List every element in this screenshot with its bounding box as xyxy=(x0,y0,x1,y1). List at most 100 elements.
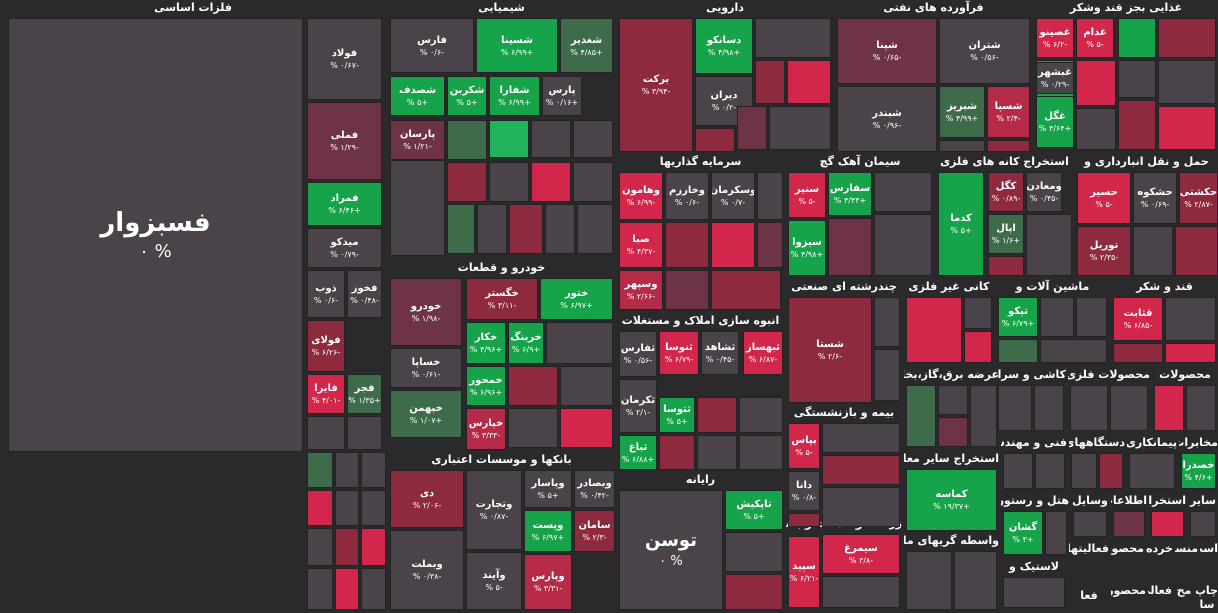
stock-tile[interactable]: خبهمن +۱/۰۷ % xyxy=(390,390,462,438)
stock-tile-unlabeled[interactable] xyxy=(874,349,900,401)
stock-tile-unlabeled[interactable] xyxy=(1070,385,1108,431)
stock-tile[interactable]: خصدرا +۴/۶ % xyxy=(1181,453,1216,489)
stock-tile[interactable]: ثنوسا -۶/۷۹ % xyxy=(659,331,699,375)
sector-title[interactable]: سایر xyxy=(1190,494,1216,507)
sector-title[interactable]: خرده xyxy=(1146,542,1173,555)
stock-tile-unlabeled[interactable] xyxy=(988,256,1024,276)
stock-tile-unlabeled[interactable] xyxy=(1165,343,1216,363)
stock-tile-unlabeled[interactable] xyxy=(361,490,386,526)
stock-tile-unlabeled[interactable] xyxy=(390,160,445,256)
stock-tile-unlabeled[interactable] xyxy=(1003,577,1065,608)
sector-title[interactable]: دستگاههای xyxy=(1069,436,1125,449)
stock-tile-unlabeled[interactable] xyxy=(938,417,968,447)
sector-title[interactable]: سا xyxy=(1199,598,1215,611)
stock-tile[interactable]: فارس -۰/۶ % xyxy=(390,18,474,73)
sector-title[interactable]: فعالیتها xyxy=(1069,542,1109,555)
stock-tile-unlabeled[interactable] xyxy=(739,435,783,470)
stock-tile[interactable]: وبملت -۰/۳۸ % xyxy=(390,530,464,610)
stock-tile-unlabeled[interactable] xyxy=(906,385,936,447)
stock-tile-unlabeled[interactable] xyxy=(1003,453,1033,489)
stock-tile[interactable]: شغدیر +۴/۸۵ % xyxy=(560,18,613,73)
sector-title[interactable]: فرآورده های نفتی xyxy=(883,1,984,14)
stock-tile-unlabeled[interactable] xyxy=(1071,453,1097,489)
sector-title[interactable]: استخراج سایر معادن xyxy=(904,452,999,465)
stock-tile[interactable]: کدما +۵ % xyxy=(938,172,984,276)
stock-tile-unlabeled[interactable] xyxy=(335,490,359,526)
stock-tile[interactable]: تاپکیش +۵ % xyxy=(725,490,783,530)
stock-tile[interactable]: سفارس +۴/۴۳ % xyxy=(828,172,872,216)
stock-tile-unlabeled[interactable] xyxy=(1076,297,1107,337)
stock-tile-unlabeled[interactable] xyxy=(822,455,900,485)
stock-tile-unlabeled[interactable] xyxy=(739,397,783,433)
stock-tile-unlabeled[interactable] xyxy=(954,551,997,610)
stock-tile[interactable]: فمراد +۶/۴۶ % xyxy=(307,182,382,226)
stock-tile-unlabeled[interactable] xyxy=(1045,511,1067,555)
stock-tile[interactable]: شسپا -۲/۴ % xyxy=(987,86,1030,138)
stock-tile-unlabeled[interactable] xyxy=(665,270,709,310)
stock-tile-unlabeled[interactable] xyxy=(546,322,613,364)
stock-tile-unlabeled[interactable] xyxy=(1165,297,1216,341)
stock-tile-unlabeled[interactable] xyxy=(531,120,571,158)
stock-tile-unlabeled[interactable] xyxy=(695,128,735,152)
stock-tile-unlabeled[interactable] xyxy=(725,532,783,572)
stock-tile-unlabeled[interactable] xyxy=(1034,385,1064,431)
stock-tile-unlabeled[interactable] xyxy=(361,452,386,488)
stock-tile[interactable]: ثشاهد -۰/۴۵ % xyxy=(701,331,739,375)
stock-tile[interactable]: دسانکو +۴/۹۸ % xyxy=(695,18,753,74)
stock-tile[interactable]: ذوب -۰/۶ % xyxy=(307,270,345,318)
stock-tile-unlabeled[interactable] xyxy=(939,140,985,152)
sector-title[interactable]: عرضه برق،گاز،بخار و xyxy=(904,368,999,381)
sector-title[interactable]: اطلاعات xyxy=(1111,494,1147,507)
stock-tile[interactable]: کگل -۰/۸۹ % xyxy=(988,172,1024,212)
sector-title[interactable]: انبوه سازی املاک و مستغلات xyxy=(621,314,780,327)
stock-tile-unlabeled[interactable] xyxy=(964,297,992,329)
sector-title[interactable]: چندرشته ای صنعتی xyxy=(791,280,897,293)
sector-title[interactable]: محصور xyxy=(1111,584,1146,597)
stock-tile[interactable]: وپست +۶/۹۷ % xyxy=(524,510,572,552)
stock-tile[interactable]: خکار +۴/۹۶ % xyxy=(466,322,506,364)
stock-tile-unlabeled[interactable] xyxy=(1026,214,1072,276)
sector-title[interactable]: فنی و مهندسی xyxy=(1001,436,1067,449)
stock-tile-unlabeled[interactable] xyxy=(335,452,359,488)
stock-tile-unlabeled[interactable] xyxy=(725,574,783,610)
stock-tile-unlabeled[interactable] xyxy=(964,331,992,363)
stock-tile-unlabeled[interactable] xyxy=(697,435,737,470)
stock-tile-unlabeled[interactable] xyxy=(361,568,386,610)
stock-tile[interactable]: شفارا +۶/۹۹ % xyxy=(489,76,540,116)
sector-title[interactable]: است xyxy=(1200,542,1218,555)
sector-title[interactable]: فلزات اساسی xyxy=(154,1,232,14)
stock-tile[interactable]: صبا -۴/۳۷ % xyxy=(619,222,663,268)
sector-title[interactable]: لاستیک و xyxy=(1009,560,1059,573)
stock-tile[interactable]: شصدف +۵ % xyxy=(390,76,445,116)
sector-title[interactable]: ماشین آلات و xyxy=(1015,280,1090,293)
stock-tile[interactable]: شتران -۰/۵۶ % xyxy=(939,18,1030,84)
stock-tile-unlabeled[interactable] xyxy=(1113,343,1163,363)
stock-tile-unlabeled[interactable] xyxy=(665,222,709,268)
stock-tile[interactable]: حسیر -۵ % xyxy=(1077,172,1131,224)
sector-title[interactable]: خودرو و قطعات xyxy=(457,261,546,274)
stock-tile-unlabeled[interactable] xyxy=(1154,385,1184,431)
stock-tile-unlabeled[interactable] xyxy=(307,568,333,610)
stock-tile-unlabeled[interactable] xyxy=(508,408,558,448)
stock-tile-unlabeled[interactable] xyxy=(737,106,767,150)
sector-title[interactable]: سرمایه گذاریها xyxy=(659,155,742,168)
stock-tile[interactable]: پارس +۰/۱۶ % xyxy=(542,76,582,116)
stock-tile-unlabeled[interactable] xyxy=(998,385,1032,431)
stock-tile[interactable]: تپکو +۶/۷۹ % xyxy=(998,297,1038,337)
stock-tile-unlabeled[interactable] xyxy=(307,416,345,450)
stock-tile-unlabeled[interactable] xyxy=(711,222,755,268)
stock-tile[interactable]: شسینا +۶/۹۹ % xyxy=(476,18,558,73)
stock-tile-unlabeled[interactable] xyxy=(307,490,333,526)
stock-tile-unlabeled[interactable] xyxy=(347,416,382,450)
stock-tile[interactable]: خمحور +۶/۹۶ % xyxy=(466,366,506,406)
stock-tile[interactable]: توریل -۲/۳۵ % xyxy=(1077,226,1131,276)
stock-tile-unlabeled[interactable] xyxy=(447,162,487,202)
stock-tile-unlabeled[interactable] xyxy=(1035,453,1065,489)
stock-tile-unlabeled[interactable] xyxy=(757,222,783,268)
sector-title[interactable]: وسایل xyxy=(1072,494,1108,507)
stock-tile[interactable]: غصینو -۶/۲ % xyxy=(1036,18,1074,58)
stock-tile-unlabeled[interactable] xyxy=(987,140,1030,152)
stock-tile[interactable]: حشکوه -۰/۶۹ % xyxy=(1133,172,1177,224)
stock-tile[interactable]: سیمرغ -۳/۸ % xyxy=(822,534,900,574)
stock-tile-unlabeled[interactable] xyxy=(1129,453,1175,489)
